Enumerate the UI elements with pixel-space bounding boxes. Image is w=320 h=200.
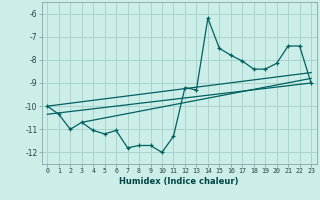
X-axis label: Humidex (Indice chaleur): Humidex (Indice chaleur): [119, 177, 239, 186]
